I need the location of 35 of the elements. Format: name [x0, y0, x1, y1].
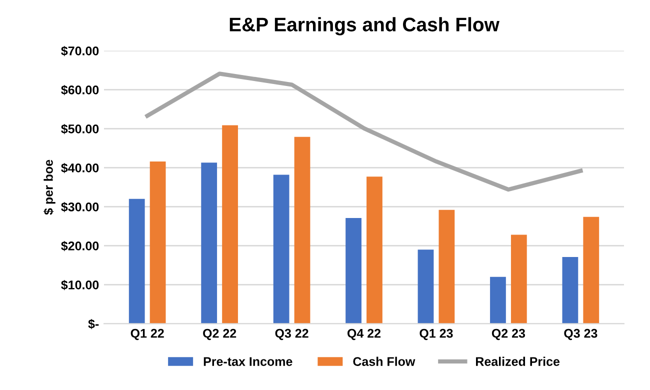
bar [222, 125, 238, 324]
bar [273, 174, 290, 324]
y-tick-label: $60.00 [61, 84, 99, 96]
y-axis-title: $ per boe [43, 160, 56, 215]
y-tick-label: $50.00 [61, 124, 99, 134]
chart-title: E&P Earnings and Cash Flow [230, 17, 500, 36]
x-tick-label: Q1 22 [130, 328, 164, 340]
x-tick-label: Q3 23 [564, 328, 598, 340]
bar [418, 250, 434, 324]
legend-label: Realized Price [476, 356, 560, 366]
x-tick-label: Q4 22 [347, 328, 381, 340]
bar [201, 162, 218, 324]
y-tick-label: $10.00 [61, 280, 99, 290]
bar [366, 176, 382, 324]
y-tick-label: $30.00 [61, 202, 99, 212]
bar [294, 136, 310, 324]
x-tick-label: Q2 22 [203, 328, 236, 340]
bar [510, 234, 527, 324]
bar [438, 210, 455, 324]
y-tick-label: $40.00 [61, 162, 99, 174]
x-tick-label: Q1 23 [420, 328, 453, 340]
x-tick-label: Q2 23 [492, 328, 526, 340]
x-tick-label: Q3 22 [275, 328, 308, 340]
bar [128, 198, 145, 324]
legend-label: Pre-tax Income [204, 357, 292, 366]
bar [490, 276, 506, 324]
legend-label: Cash Flow [353, 356, 416, 366]
bar [150, 161, 166, 324]
y-tick-label: $20.00 [61, 240, 99, 252]
bar [583, 216, 600, 324]
bar [562, 257, 578, 324]
line-series [145, 72, 583, 192]
bar [346, 218, 362, 324]
y-tick-label: $70.00 [61, 46, 99, 56]
y-tick-label: $- [88, 318, 99, 330]
